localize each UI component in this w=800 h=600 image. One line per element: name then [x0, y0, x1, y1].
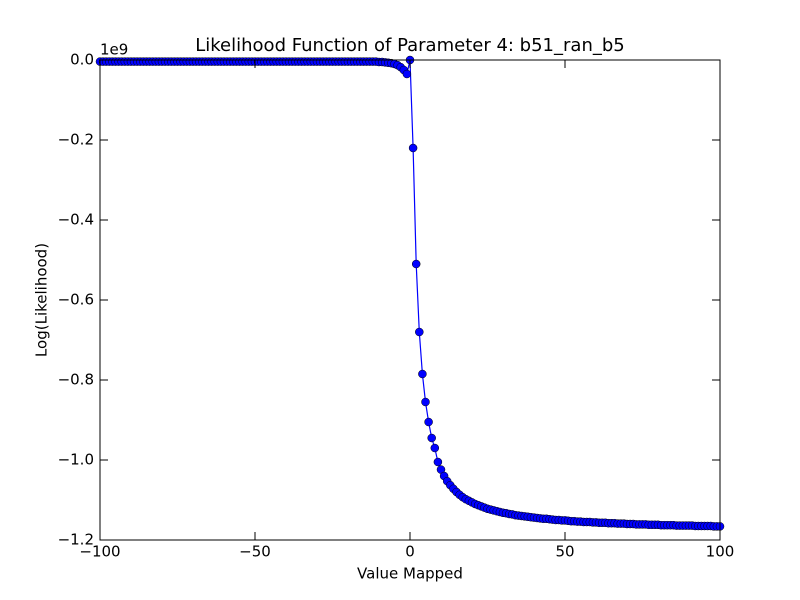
y-tick-label: −0.6 [58, 291, 94, 309]
y-tick-label: −0.8 [58, 371, 94, 389]
data-point [408, 143, 418, 153]
data-point [427, 433, 436, 443]
x-tick-label: −100 [79, 543, 120, 561]
x-tick-label: −50 [239, 543, 271, 561]
data-point [411, 259, 421, 269]
y-tick-label: −0.4 [58, 211, 94, 229]
data-point [433, 457, 443, 467]
y-offset-label: 1e9 [100, 41, 128, 59]
x-axis-label: Value Mapped [357, 565, 463, 583]
x-tick-label: 0 [405, 543, 415, 561]
y-tick-label: −0.2 [58, 131, 94, 149]
data-point [430, 443, 440, 453]
chart-title: Likelihood Function of Parameter 4: b51_… [195, 35, 624, 56]
y-axis-label: Log(Likelihood) [33, 243, 51, 357]
y-tick-label: 0.0 [70, 51, 94, 69]
data-point [418, 369, 427, 379]
y-tick-label: −1.0 [58, 451, 94, 469]
x-tick-label: 50 [555, 543, 574, 561]
data-point [421, 397, 430, 407]
data-point [402, 69, 412, 79]
data-point [415, 327, 424, 337]
x-tick-label: 100 [706, 543, 735, 561]
data-point [424, 417, 433, 427]
y-tick-label: −1.2 [58, 531, 94, 549]
